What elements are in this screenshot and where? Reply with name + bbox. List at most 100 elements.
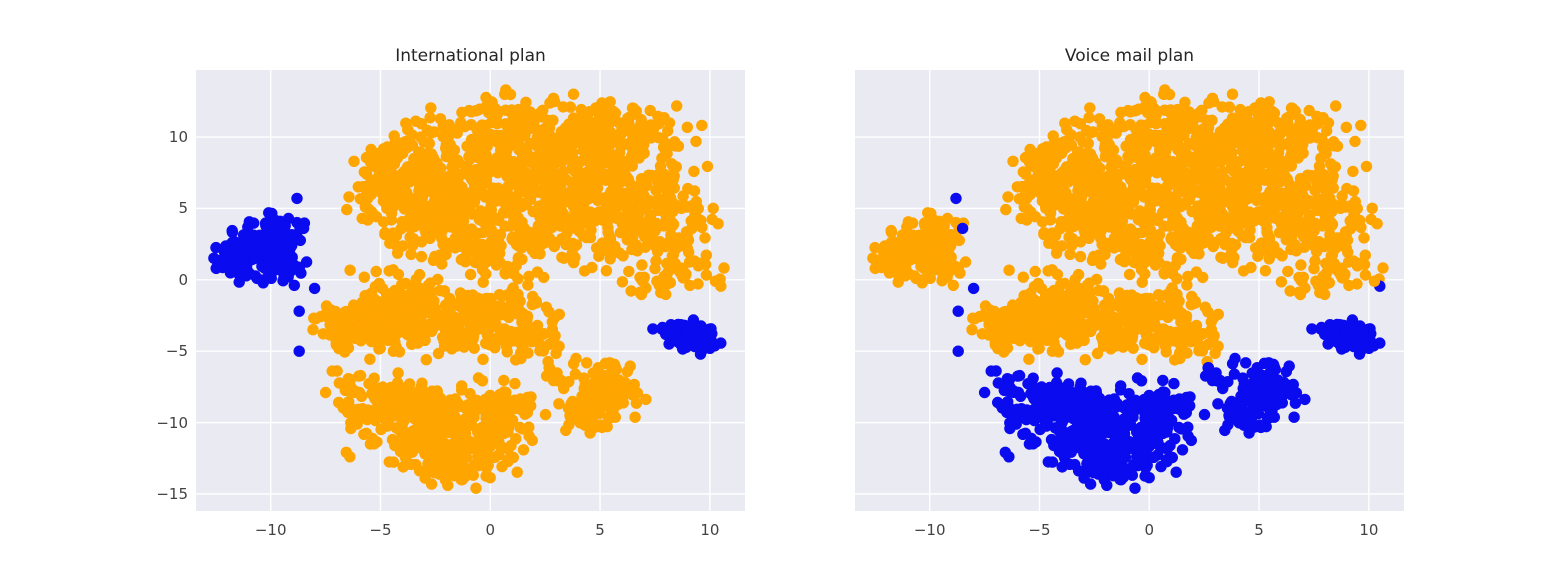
scatter-point [427, 423, 439, 436]
scatter-point [1107, 155, 1119, 167]
scatter-point [600, 387, 612, 399]
scatter-point [390, 401, 403, 413]
scatter-point [522, 279, 534, 291]
scatter-point [455, 426, 467, 439]
scatter-point [1050, 285, 1063, 298]
scatter-point [419, 334, 431, 346]
scatter-point [435, 182, 447, 195]
scatter-point [566, 184, 578, 197]
scatter-point [498, 197, 511, 209]
scatter-point [410, 200, 422, 213]
scatter-point [1276, 250, 1288, 262]
scatter-point [1321, 206, 1333, 218]
scatter-point [425, 478, 438, 490]
scatter-point [382, 312, 394, 324]
scatter-point [406, 239, 419, 252]
scatter-point [1299, 202, 1311, 214]
scatter-point [1193, 239, 1205, 252]
scatter-point [381, 202, 393, 214]
scatter-point [1074, 250, 1087, 263]
scatter-point [1226, 88, 1239, 100]
scatter-point [355, 335, 367, 347]
y-tick-label: −15 [156, 484, 188, 503]
scatter-point [1177, 156, 1190, 168]
scatter-point [1328, 243, 1341, 255]
scatter-point [543, 128, 555, 140]
scatter-point [1075, 213, 1087, 226]
scatter-point [1286, 102, 1299, 115]
scatter-point [534, 339, 547, 352]
scatter-point [1123, 332, 1135, 344]
scatter-point [385, 191, 397, 203]
cluster-bottom-blob [978, 365, 1211, 494]
scatter-point [602, 396, 614, 409]
scatter-point [653, 279, 665, 292]
scatter-point [415, 387, 427, 399]
scatter-point [1136, 134, 1148, 146]
cluster-right-small-cluster [647, 314, 727, 360]
y-tick-label: −10 [156, 413, 188, 432]
x-tick-label: −5 [369, 521, 392, 539]
scatter-point [1220, 227, 1232, 239]
scatter-point [463, 104, 475, 117]
scatter-point [1228, 240, 1240, 253]
scatter-point [544, 139, 557, 152]
scatter-point [523, 430, 535, 442]
scatter-point [555, 190, 568, 202]
scatter-point [477, 226, 490, 239]
scatter-point [257, 277, 269, 289]
scatter-point [1065, 239, 1078, 252]
scatter-point [1093, 194, 1105, 206]
scatter-point [1180, 233, 1192, 245]
scatter-point [433, 227, 445, 239]
scatter-point [1193, 149, 1205, 162]
scatter-point [381, 157, 393, 170]
scatter-point [1309, 255, 1321, 267]
scatter-point [1066, 162, 1079, 175]
scatter-point [1377, 262, 1389, 274]
scatter-point [403, 432, 415, 445]
scatter-point [501, 346, 513, 358]
scatter-point [989, 339, 1001, 351]
scatter-point [273, 241, 285, 253]
scatter-point [718, 262, 730, 274]
scatter-point [1037, 170, 1049, 182]
scatter-point [1084, 127, 1096, 139]
scatter-point [293, 261, 306, 273]
scatter-point [1160, 346, 1172, 358]
scatter-point [286, 239, 298, 252]
scatter-point [1165, 304, 1177, 316]
scatter-point [1208, 330, 1220, 342]
scatter-point [426, 182, 439, 194]
scatter-point [341, 203, 353, 216]
scatter-point [590, 242, 603, 254]
scatter-point [640, 393, 652, 406]
scatter-point [984, 304, 996, 316]
scatter-point [1352, 257, 1364, 269]
scatter-point [405, 222, 417, 234]
scatter-point [393, 180, 406, 193]
scatter-point [1017, 166, 1029, 178]
scatter-point [1242, 156, 1254, 168]
scatter-point [1324, 216, 1337, 228]
scatter-point [1238, 174, 1250, 187]
scatter-point [530, 295, 542, 307]
scatter-point [1094, 182, 1106, 195]
scatter-point [1221, 213, 1233, 225]
scatter-point [1237, 265, 1250, 277]
scatter-point [543, 338, 555, 351]
scatter-point [635, 288, 648, 301]
scatter-point [1312, 279, 1324, 292]
scatter-point [391, 389, 403, 402]
scatter-point [419, 446, 431, 458]
scatter-point [470, 441, 482, 453]
scatter-point [1272, 117, 1284, 129]
cluster-bottom-blob [319, 365, 552, 494]
scatter-point [1285, 159, 1297, 172]
scatter-point [1329, 161, 1341, 173]
scatter-point [1110, 127, 1122, 139]
scatter-point [455, 116, 467, 129]
scatter-point [1230, 136, 1243, 149]
scatter-point [452, 236, 464, 248]
